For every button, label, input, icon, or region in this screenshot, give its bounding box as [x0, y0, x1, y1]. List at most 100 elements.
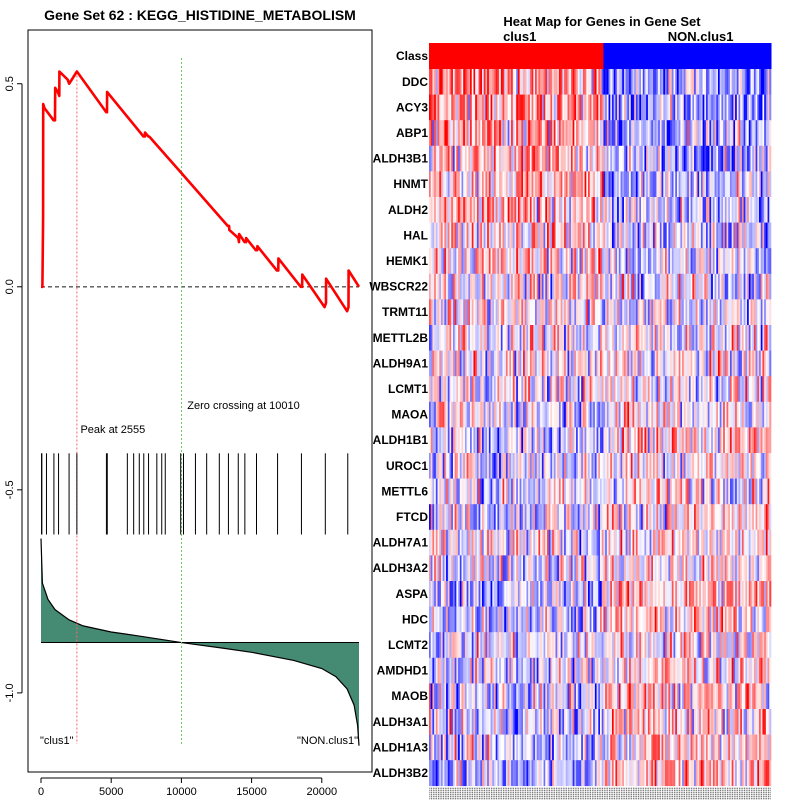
heatmap-cell [678, 325, 681, 351]
heatmap-cell [440, 248, 443, 275]
heatmap-cell [485, 632, 488, 659]
heatmap-cell [459, 273, 462, 300]
heatmap-cell [507, 145, 510, 172]
heatmap-cell [617, 94, 620, 121]
heatmap-cell [748, 478, 751, 505]
heatmap-cell [570, 376, 573, 403]
heatmap-cell [470, 581, 473, 607]
heatmap-cell [610, 376, 613, 403]
heatmap-cell [769, 222, 772, 249]
heatmap-cell [714, 325, 717, 351]
heatmap-cell [668, 427, 671, 454]
heatmap-cell [673, 350, 676, 377]
heatmap-cell [719, 401, 722, 428]
heatmap-cell [480, 120, 483, 147]
heatmap-cell [709, 581, 712, 607]
heatmap-cell [536, 248, 539, 275]
heatmap-cell [459, 299, 462, 326]
heatmap-cell [517, 427, 520, 454]
heatmap-cell [533, 555, 536, 582]
heatmap-cell [765, 606, 768, 633]
heatmap-cell [717, 478, 720, 505]
heatmap-cell [471, 171, 474, 198]
heatmap-cell [562, 69, 565, 95]
heatmap-cell [623, 197, 626, 223]
heatmap-cell [473, 145, 476, 172]
heatmap-cell [714, 94, 717, 121]
heatmap-cell [565, 299, 568, 326]
heatmap-cell [682, 69, 685, 95]
heatmap-cell [516, 325, 519, 351]
heatmap-cell [482, 478, 485, 505]
heatmap-cell [723, 401, 726, 428]
heatmap-cell [502, 657, 505, 684]
heatmap-cell [437, 145, 440, 172]
heatmap-cell [449, 657, 452, 684]
heatmap-cell [577, 325, 580, 351]
heatmap-cell [656, 529, 659, 556]
heatmap-cell [553, 606, 556, 633]
heatmap-cell [704, 555, 707, 582]
heatmap-cell [753, 581, 756, 607]
heatmap-cell [560, 606, 563, 633]
heatmap-cell [656, 427, 659, 454]
heatmap-cell [500, 145, 503, 172]
heatmap-cell [709, 69, 712, 95]
heatmap-cell [622, 427, 625, 454]
heatmap-cell [601, 171, 604, 198]
heatmap-cell [653, 401, 656, 428]
heatmap-cell [736, 273, 739, 300]
heatmap-cell [764, 555, 767, 582]
heatmap-cell [700, 632, 703, 659]
heatmap-cell [700, 325, 703, 351]
heatmap-cell [429, 606, 432, 633]
heatmap-cell [432, 555, 435, 582]
heatmap-cell [596, 120, 599, 147]
heatmap-cell [569, 145, 572, 172]
heatmap-cell [670, 606, 673, 633]
heatmap-cell [430, 581, 433, 607]
heatmap-cell [478, 657, 481, 684]
heatmap-cell [429, 632, 432, 659]
heatmap-cell [627, 555, 630, 582]
heatmap-cell [541, 171, 544, 198]
heatmap-cell [540, 529, 543, 556]
heatmap-cell [475, 401, 478, 428]
class-label-non-clus1: NON.clus1 [668, 29, 734, 44]
heatmap-cell [480, 581, 483, 607]
heatmap-cell [613, 401, 616, 428]
heatmap-cell [658, 145, 661, 172]
heatmap-cell [615, 376, 618, 403]
heatmap-cell [449, 453, 452, 479]
heatmap-cell [480, 273, 483, 300]
heatmap-cell [755, 529, 758, 556]
heatmap-cell [461, 529, 464, 556]
heatmap-cell [456, 427, 459, 454]
heatmap-cell [747, 376, 750, 403]
heatmap-cell [752, 350, 755, 377]
heatmap-cell [567, 69, 570, 95]
heatmap-cell [454, 94, 457, 121]
heatmap-cell [625, 376, 628, 403]
heatmap-cell [716, 401, 719, 428]
heatmap-cell [480, 376, 483, 403]
heatmap-cell [548, 299, 551, 326]
heatmap-cell [750, 453, 753, 479]
heatmap-cell [676, 632, 679, 659]
heatmap-cell [721, 606, 724, 633]
heatmap-cell [635, 581, 638, 607]
heatmap-cell [634, 273, 637, 300]
heatmap-cell [724, 325, 727, 351]
heatmap-cell [735, 504, 738, 531]
heatmap-cell [731, 325, 734, 351]
heatmap-cell [707, 69, 710, 95]
heatmap-cell [579, 453, 582, 479]
heatmap-cell [434, 427, 437, 454]
heatmap-cell [634, 555, 637, 582]
heatmap-cell [706, 69, 709, 95]
heatmap-cell [540, 606, 543, 633]
heatmap-cell [442, 529, 445, 556]
heatmap-cell [745, 632, 748, 659]
heatmap-cell [611, 606, 614, 633]
heatmap-cell [543, 120, 546, 147]
